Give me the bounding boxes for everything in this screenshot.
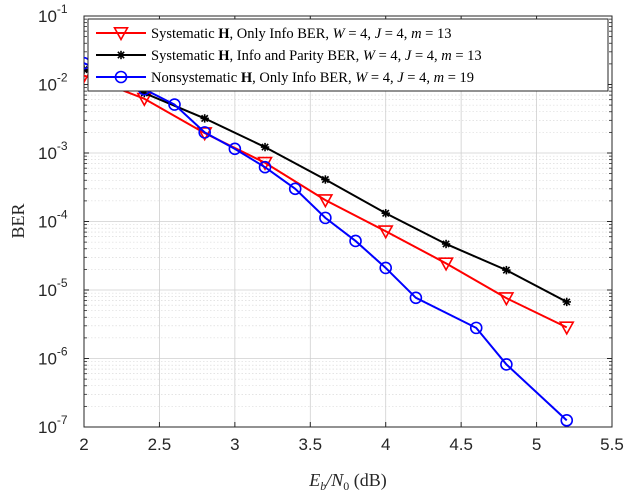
- data-point: [200, 114, 209, 123]
- x-label-main: E: [308, 470, 320, 490]
- y-tick-label: 10-4: [38, 208, 68, 232]
- series-line: [84, 62, 568, 422]
- legend-entry-2: Systematic H, Info and Parity BER, W = 4…: [96, 48, 482, 64]
- data-point: [469, 321, 483, 335]
- x-label-sub1: b: [320, 479, 326, 493]
- data-point: [560, 414, 574, 427]
- data-point: [198, 126, 211, 139]
- y-tick-label: 10-2: [38, 71, 68, 95]
- data-point: [317, 194, 334, 209]
- data-point: [562, 297, 571, 307]
- x-label-slash: /N: [325, 470, 344, 490]
- y-tick-label: 10-7: [38, 413, 68, 437]
- legend-marker: [114, 70, 128, 84]
- legend-marker: [116, 50, 126, 60]
- data-point: [500, 358, 513, 371]
- data-point: [381, 209, 390, 218]
- data-point: [319, 211, 332, 225]
- data-point: [84, 69, 92, 84]
- data-point: [438, 257, 454, 272]
- data-point: [168, 98, 181, 111]
- axis-ticks: 2 2.5 3 3.5 4 4.5 5 5.5 10-7 10-6 10-5 10-4 10-3 10-2…: [38, 2, 624, 454]
- legend: Systematic H, Only Info BER, W = 4, J = …: [87, 18, 609, 92]
- svg-text:Eb/N0 (dB): Eb/N0 (dB): [308, 470, 387, 493]
- y-tick-label: 10-3: [38, 139, 68, 163]
- x-tick-label: 3: [230, 435, 239, 454]
- data-point: [288, 182, 302, 196]
- y-axis-label: BER: [8, 203, 28, 238]
- data-point: [321, 175, 330, 184]
- legend-entry-3: Nonsystematic H, Only Info BER, W = 4, J…: [96, 70, 474, 86]
- series-3: [84, 56, 574, 427]
- data-point: [377, 225, 394, 240]
- data-point: [228, 142, 242, 156]
- x-tick-label: 5.5: [600, 435, 624, 454]
- y-tick-label: 10-6: [38, 345, 68, 369]
- x-tick-label: 4: [381, 435, 390, 454]
- legend-marker: [113, 26, 129, 42]
- data-point: [498, 292, 515, 307]
- legend-entry-1: Systematic H, Only Info BER, W = 4, J = …: [96, 26, 451, 42]
- series-layer: [84, 56, 575, 427]
- series-1: [84, 69, 575, 336]
- x-tick-label: 4.5: [449, 435, 473, 454]
- legend-label: Systematic H, Only Info BER, W = 4, J = …: [151, 26, 451, 42]
- y-tick-label: 10-5: [38, 276, 68, 300]
- x-tick-label: 5: [532, 435, 541, 454]
- data-point: [349, 234, 362, 248]
- data-point: [558, 321, 575, 336]
- x-tick-label: 2.5: [148, 435, 172, 454]
- y-tick-label: 10-1: [38, 2, 68, 26]
- grid: [83, 15, 613, 428]
- x-axis-label: Eb/N0 (dB): [308, 470, 387, 493]
- legend-label: Nonsystematic H, Only Info BER, W = 4, J…: [151, 70, 474, 86]
- legend-box: [87, 18, 609, 92]
- x-label-sub2: 0: [343, 479, 349, 493]
- data-point: [502, 265, 511, 275]
- data-point: [441, 239, 451, 249]
- legend-label: Systematic H, Info and Parity BER, W = 4…: [151, 48, 482, 64]
- series-line: [84, 74, 568, 329]
- data-point: [260, 142, 270, 152]
- data-point: [258, 160, 272, 174]
- data-point: [409, 291, 423, 305]
- x-label-unit: (dB): [349, 470, 387, 491]
- x-tick-label: 2: [79, 435, 88, 454]
- data-point: [379, 261, 393, 275]
- x-tick-label: 3.5: [298, 435, 322, 454]
